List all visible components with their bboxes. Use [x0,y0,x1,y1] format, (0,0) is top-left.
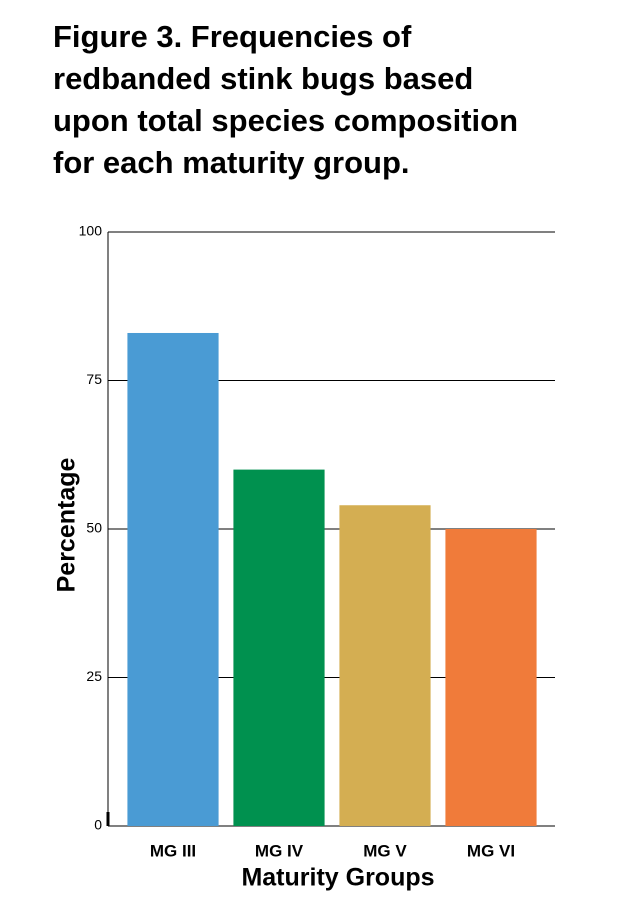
x-tick-label: MG V [363,841,407,860]
y-tick-label: 75 [86,371,102,387]
x-tick-label: MG VI [467,841,515,860]
x-axis-label: Maturity Groups [241,864,434,892]
x-tick-label: MG IV [255,841,304,860]
bar [445,529,537,826]
chart-title-line: upon total species composition [53,103,518,138]
y-tick-label: 25 [86,668,102,684]
bar [233,469,325,826]
y-tick-label: 0 [94,817,102,833]
chart-title-line: Figure 3. Frequencies of [53,19,412,54]
y-axis-label: Percentage [53,458,81,593]
x-tick-label: MG III [150,841,196,860]
chart-title-line: redbanded stink bugs based [53,61,473,96]
chart-title-line: for each maturity group. [53,145,410,180]
y-tick-label: 100 [79,223,103,239]
bar [339,505,431,826]
bar [127,332,219,826]
y-tick-label: 50 [86,520,102,536]
